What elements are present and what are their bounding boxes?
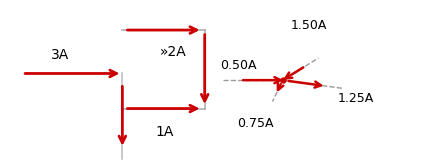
Text: 0.75A: 0.75A (238, 117, 274, 130)
Text: 1A: 1A (155, 125, 174, 139)
Text: 1.25A: 1.25A (338, 92, 374, 105)
Text: »2A: »2A (160, 45, 187, 59)
Text: 1.50A: 1.50A (291, 19, 328, 32)
Text: 0.50A: 0.50A (220, 59, 256, 72)
Text: 3A: 3A (51, 48, 69, 62)
